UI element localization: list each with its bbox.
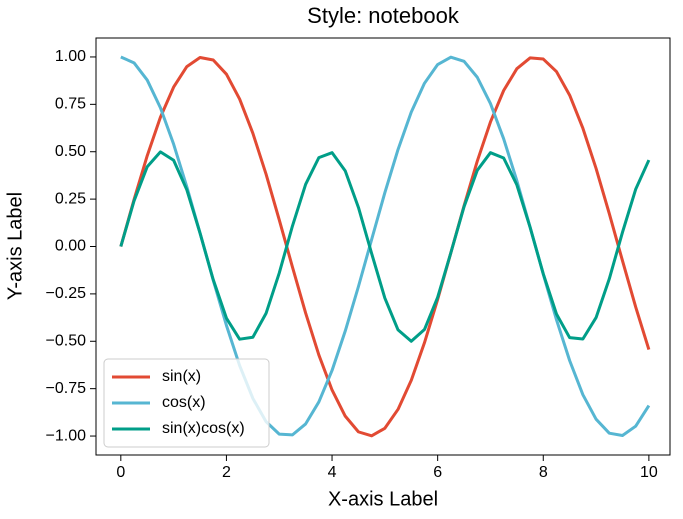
x-tick-label: 4 [328,464,337,481]
y-tick-label: 0.25 [55,190,86,207]
y-tick-label: 0.00 [55,238,86,255]
x-tick-label: 8 [539,464,548,481]
y-tick-label: −0.75 [46,380,87,397]
x-tick-label: 2 [222,464,231,481]
legend-label: sin(x)cos(x) [162,420,245,437]
y-axis-label: Y-axis Label [4,192,26,300]
y-tick-label: 0.50 [55,143,86,160]
x-tick-label: 6 [433,464,442,481]
legend-label: sin(x) [162,368,201,385]
line-series [119,56,651,438]
y-tick-label: −0.50 [46,332,87,349]
y-tick-label: −0.25 [46,285,87,302]
y-tick-label: 1.00 [55,48,86,65]
plot-frame [95,37,671,456]
chart-title: Style: notebook [307,3,460,28]
y-tick-label: 0.75 [55,96,86,113]
x-tick-label: 10 [640,464,658,481]
x-axis-label: X-axis Label [328,488,438,510]
y-tick-label: −1.00 [46,427,87,444]
x-tick-label: 0 [116,464,125,481]
line-series [119,150,651,343]
legend-label: cos(x) [162,394,206,411]
legend-box [103,358,270,448]
